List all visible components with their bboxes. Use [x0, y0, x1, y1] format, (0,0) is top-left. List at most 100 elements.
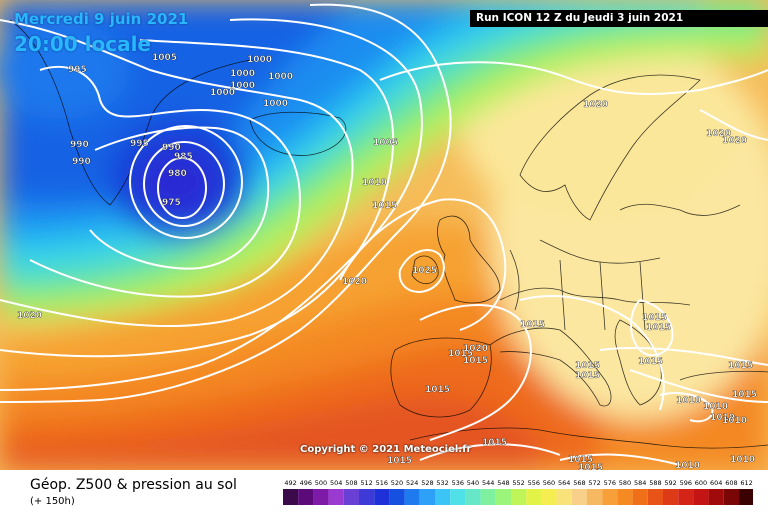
scale-swatch [708, 489, 724, 505]
scale-tick-label: 532 [436, 479, 448, 487]
scale-swatch [602, 489, 618, 505]
scale-tick-label: 496 [300, 479, 312, 487]
valid-date: Mercredi 9 juin 2021 [14, 10, 189, 28]
scale-swatch [663, 489, 679, 505]
isobar-label: 1020 [706, 129, 731, 139]
isobar-1020 [379, 61, 768, 95]
geopotential-field [0, 0, 768, 470]
scale-tick-label: 540 [467, 479, 479, 487]
isobar-1015-north [0, 3, 452, 403]
scale-tick-label: 572 [588, 479, 600, 487]
scale-swatch [511, 489, 527, 505]
scale-swatch [359, 489, 375, 505]
isobar-1015-east [599, 347, 768, 366]
scale-tick-label: 552 [512, 479, 524, 487]
scale-swatch [419, 489, 435, 505]
scale-tick-label: 596 [680, 479, 692, 487]
scale-tick-label: 492 [284, 479, 296, 487]
isobar-label: 1015 [642, 313, 667, 323]
field-title: Géop. Z500 & pression au sol [30, 477, 237, 493]
scale-tick-label: 544 [482, 479, 494, 487]
isobar-label: 1020 [463, 344, 488, 354]
scale-swatch [723, 489, 739, 505]
isobar-label: 1000 [263, 99, 288, 109]
isobar-label: 1015 [728, 361, 753, 371]
isobar-label: 1015 [482, 438, 507, 448]
isobar-995 [29, 65, 301, 298]
isobar-990 [89, 126, 270, 270]
scale-tick-label: 520 [391, 479, 403, 487]
scale-tick-label: 608 [725, 479, 737, 487]
isobar-label: 1010 [675, 461, 700, 470]
scale-tick-label: 548 [497, 479, 509, 487]
scale-tick-label: 508 [345, 479, 357, 487]
isobar-1020-b [339, 198, 507, 331]
isobar-label: 990 [72, 157, 91, 167]
isobar-label: 1015 [575, 361, 600, 371]
isobar-label: 1015 [578, 463, 603, 470]
scale-swatch [617, 489, 633, 505]
scale-tick-label: 600 [695, 479, 707, 487]
isobar-label: 1015 [372, 201, 397, 211]
isobar-label: 1020 [342, 277, 367, 287]
scale-tick-label: 560 [543, 479, 555, 487]
scale-tick-label: 516 [376, 479, 388, 487]
scale-tick-label: 568 [573, 479, 585, 487]
isobar-label: 1020 [722, 136, 747, 146]
isobar-label: 985 [174, 152, 193, 162]
scale-swatch [647, 489, 663, 505]
run-info: Run ICON 12 Z du Jeudi 3 juin 2021 [470, 10, 768, 27]
scale-swatch [556, 489, 572, 505]
isobar-label: 990 [162, 143, 181, 153]
legend-bar: Géop. Z500 & pression au sol (+ 150h) 49… [0, 470, 768, 512]
isobar-label: 1000 [210, 88, 235, 98]
scale-tick-label: 528 [421, 479, 433, 487]
scale-swatch [495, 489, 511, 505]
forecast-hour: (+ 150h) [30, 496, 75, 507]
isobar-label: 995 [68, 65, 87, 75]
scale-swatch [283, 489, 299, 505]
isobar-label: 1010 [362, 178, 387, 188]
isobar-label: 1020 [583, 100, 608, 110]
isobar-label: 980 [168, 169, 187, 179]
geopotential-map: 995 1005 1000 1000 1000 1000 1000 1000 9… [0, 0, 768, 470]
scale-swatch [526, 489, 542, 505]
scale-swatch [328, 489, 344, 505]
isobar-label: 1015 [646, 323, 671, 333]
scale-tick-label: 556 [528, 479, 540, 487]
scale-tick-label: 588 [649, 479, 661, 487]
isobar-label: 975 [162, 198, 181, 208]
scale-swatch [541, 489, 557, 505]
scale-swatch [571, 489, 587, 505]
isobar-label: 995 [130, 139, 149, 149]
scale-swatch [313, 489, 329, 505]
isobar-label: 1015 [638, 357, 663, 367]
isobar-label: 1010 [730, 455, 755, 465]
isobar-label: 1005 [373, 138, 398, 148]
isobar-label: 1010 [703, 402, 728, 412]
scale-swatch [450, 489, 466, 505]
scale-swatch [739, 489, 753, 505]
isobar-1005 [0, 39, 395, 358]
scale-swatch [404, 489, 420, 505]
isobar-label: 1005 [152, 53, 177, 63]
scale-tick-label: 592 [664, 479, 676, 487]
isobar-label: 1010 [676, 396, 701, 406]
scale-tick-label: 536 [452, 479, 464, 487]
isobar-label: 1015 [463, 356, 488, 366]
scale-swatch [298, 489, 314, 505]
isobar-label: 1015 [520, 320, 545, 330]
isobar-1015-balkans [630, 299, 674, 357]
isobar-label: 1010 [722, 416, 747, 426]
valid-time: 20:00 locale [14, 32, 151, 56]
scale-tick-label: 604 [710, 479, 722, 487]
scale-tick-label: 564 [558, 479, 570, 487]
isobar-label: 990 [70, 140, 89, 150]
scale-swatch [480, 489, 496, 505]
isobar-label: 1000 [230, 81, 255, 91]
isobar-1010-east [629, 369, 768, 403]
scale-swatch [587, 489, 603, 505]
isobar-1000 [0, 19, 354, 328]
isobar-label: 1020 [17, 311, 42, 321]
